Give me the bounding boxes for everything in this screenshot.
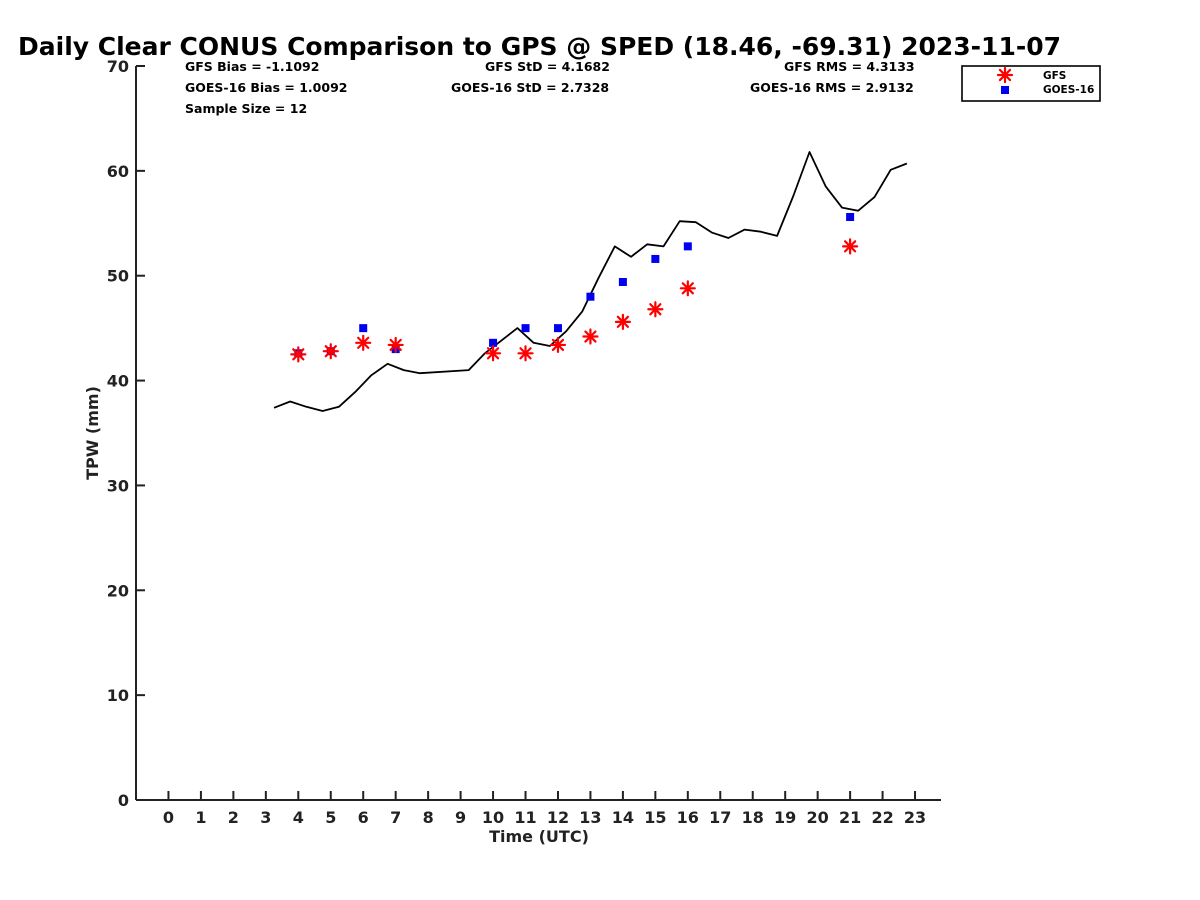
gfs-point <box>290 346 307 363</box>
x-tick-label: 0 <box>163 808 174 827</box>
x-tick-label: 16 <box>677 808 699 827</box>
x-tick-label: 5 <box>325 808 336 827</box>
legend: GFS GOES-16 <box>961 65 1101 102</box>
x-tick-label: 12 <box>547 808 569 827</box>
goes-point <box>489 338 498 347</box>
legend-goes-label: GOES-16 <box>1043 84 1094 96</box>
y-tick-label: 70 <box>107 57 129 76</box>
x-tick-label: 14 <box>612 808 634 827</box>
x-tick-label: 10 <box>482 808 504 827</box>
gfs-point <box>355 334 372 351</box>
gps-line <box>273 151 908 412</box>
gfs-point <box>517 345 534 362</box>
goes-point <box>521 324 530 333</box>
x-tick-label: 23 <box>904 808 926 827</box>
gfs-point <box>322 343 339 360</box>
y-tick-label: 40 <box>107 372 129 391</box>
y-axis-label: TPW (mm) <box>83 386 102 480</box>
x-tick-label: 8 <box>423 808 434 827</box>
goes-point <box>651 254 660 263</box>
goes-rms-text: GOES-16 RMS = 2.9132 <box>750 80 914 95</box>
legend-gfs-star <box>996 66 1014 84</box>
stats-block: GFS Bias = -1.1092 GOES-16 Bias = 1.0092… <box>185 59 915 116</box>
y-tick-label: 60 <box>107 162 129 181</box>
gfs-point <box>614 313 631 330</box>
axes: 0 1 2 3 4 5 6 7 8 9 10 11 12 13 14 15 16 17 18 19 20 21 22 2301… <box>107 57 941 827</box>
x-tick-label: 6 <box>358 808 369 827</box>
gfs-point <box>484 345 502 362</box>
gfs-rms-text: GFS RMS = 4.3133 <box>784 59 915 74</box>
legend-box <box>961 65 1101 102</box>
x-tick-label: 17 <box>709 808 731 827</box>
sample-size-text: Sample Size = 12 <box>185 101 307 116</box>
x-axis-label: Time (UTC) <box>489 827 589 846</box>
goes-point <box>553 324 562 333</box>
y-tick-label: 10 <box>107 686 129 705</box>
gfs-point <box>582 328 599 345</box>
gfs-point <box>549 336 567 354</box>
legend-goes-marker <box>1001 86 1009 94</box>
gfs-point <box>679 280 696 297</box>
y-tick-label: 30 <box>107 476 129 495</box>
x-tick-label: 13 <box>579 808 601 827</box>
x-tick-label: 15 <box>644 808 666 827</box>
y-tick-label: 20 <box>107 581 129 600</box>
x-tick-label: 7 <box>390 808 401 827</box>
x-tick-label: 4 <box>293 808 304 827</box>
x-tick-label: 18 <box>742 808 764 827</box>
gfs-point <box>647 301 664 318</box>
x-tick-label: 11 <box>514 808 536 827</box>
gfs-bias-text: GFS Bias = -1.1092 <box>185 59 319 74</box>
x-tick-label: 20 <box>807 808 829 827</box>
goes-point <box>618 278 627 287</box>
legend-gfs-label: GFS <box>1043 70 1066 82</box>
goes-point <box>683 242 692 251</box>
gfs-point <box>387 336 404 354</box>
y-tick-label: 0 <box>118 791 129 810</box>
x-tick-label: 19 <box>774 808 796 827</box>
legend-gfs-marker <box>996 66 1014 84</box>
x-tick-label: 1 <box>195 808 206 827</box>
goes-point <box>359 324 368 333</box>
x-tick-label: 2 <box>228 808 239 827</box>
gfs-std-text: GFS StD = 4.1682 <box>485 59 610 74</box>
x-tick-label: 9 <box>455 808 466 827</box>
x-tick-label: 21 <box>839 808 861 827</box>
goes-point <box>846 212 855 221</box>
plot-area <box>273 151 908 412</box>
goes-std-text: GOES-16 StD = 2.7328 <box>451 80 609 95</box>
x-tick-label: 3 <box>260 808 271 827</box>
goes-bias-text: GOES-16 Bias = 1.0092 <box>185 80 347 95</box>
y-tick-label: 50 <box>107 267 129 286</box>
goes-point <box>586 292 595 301</box>
chart-title: Daily Clear CONUS Comparison to GPS @ SP… <box>18 32 1061 61</box>
gfs-point <box>842 238 859 255</box>
x-tick-label: 22 <box>871 808 893 827</box>
